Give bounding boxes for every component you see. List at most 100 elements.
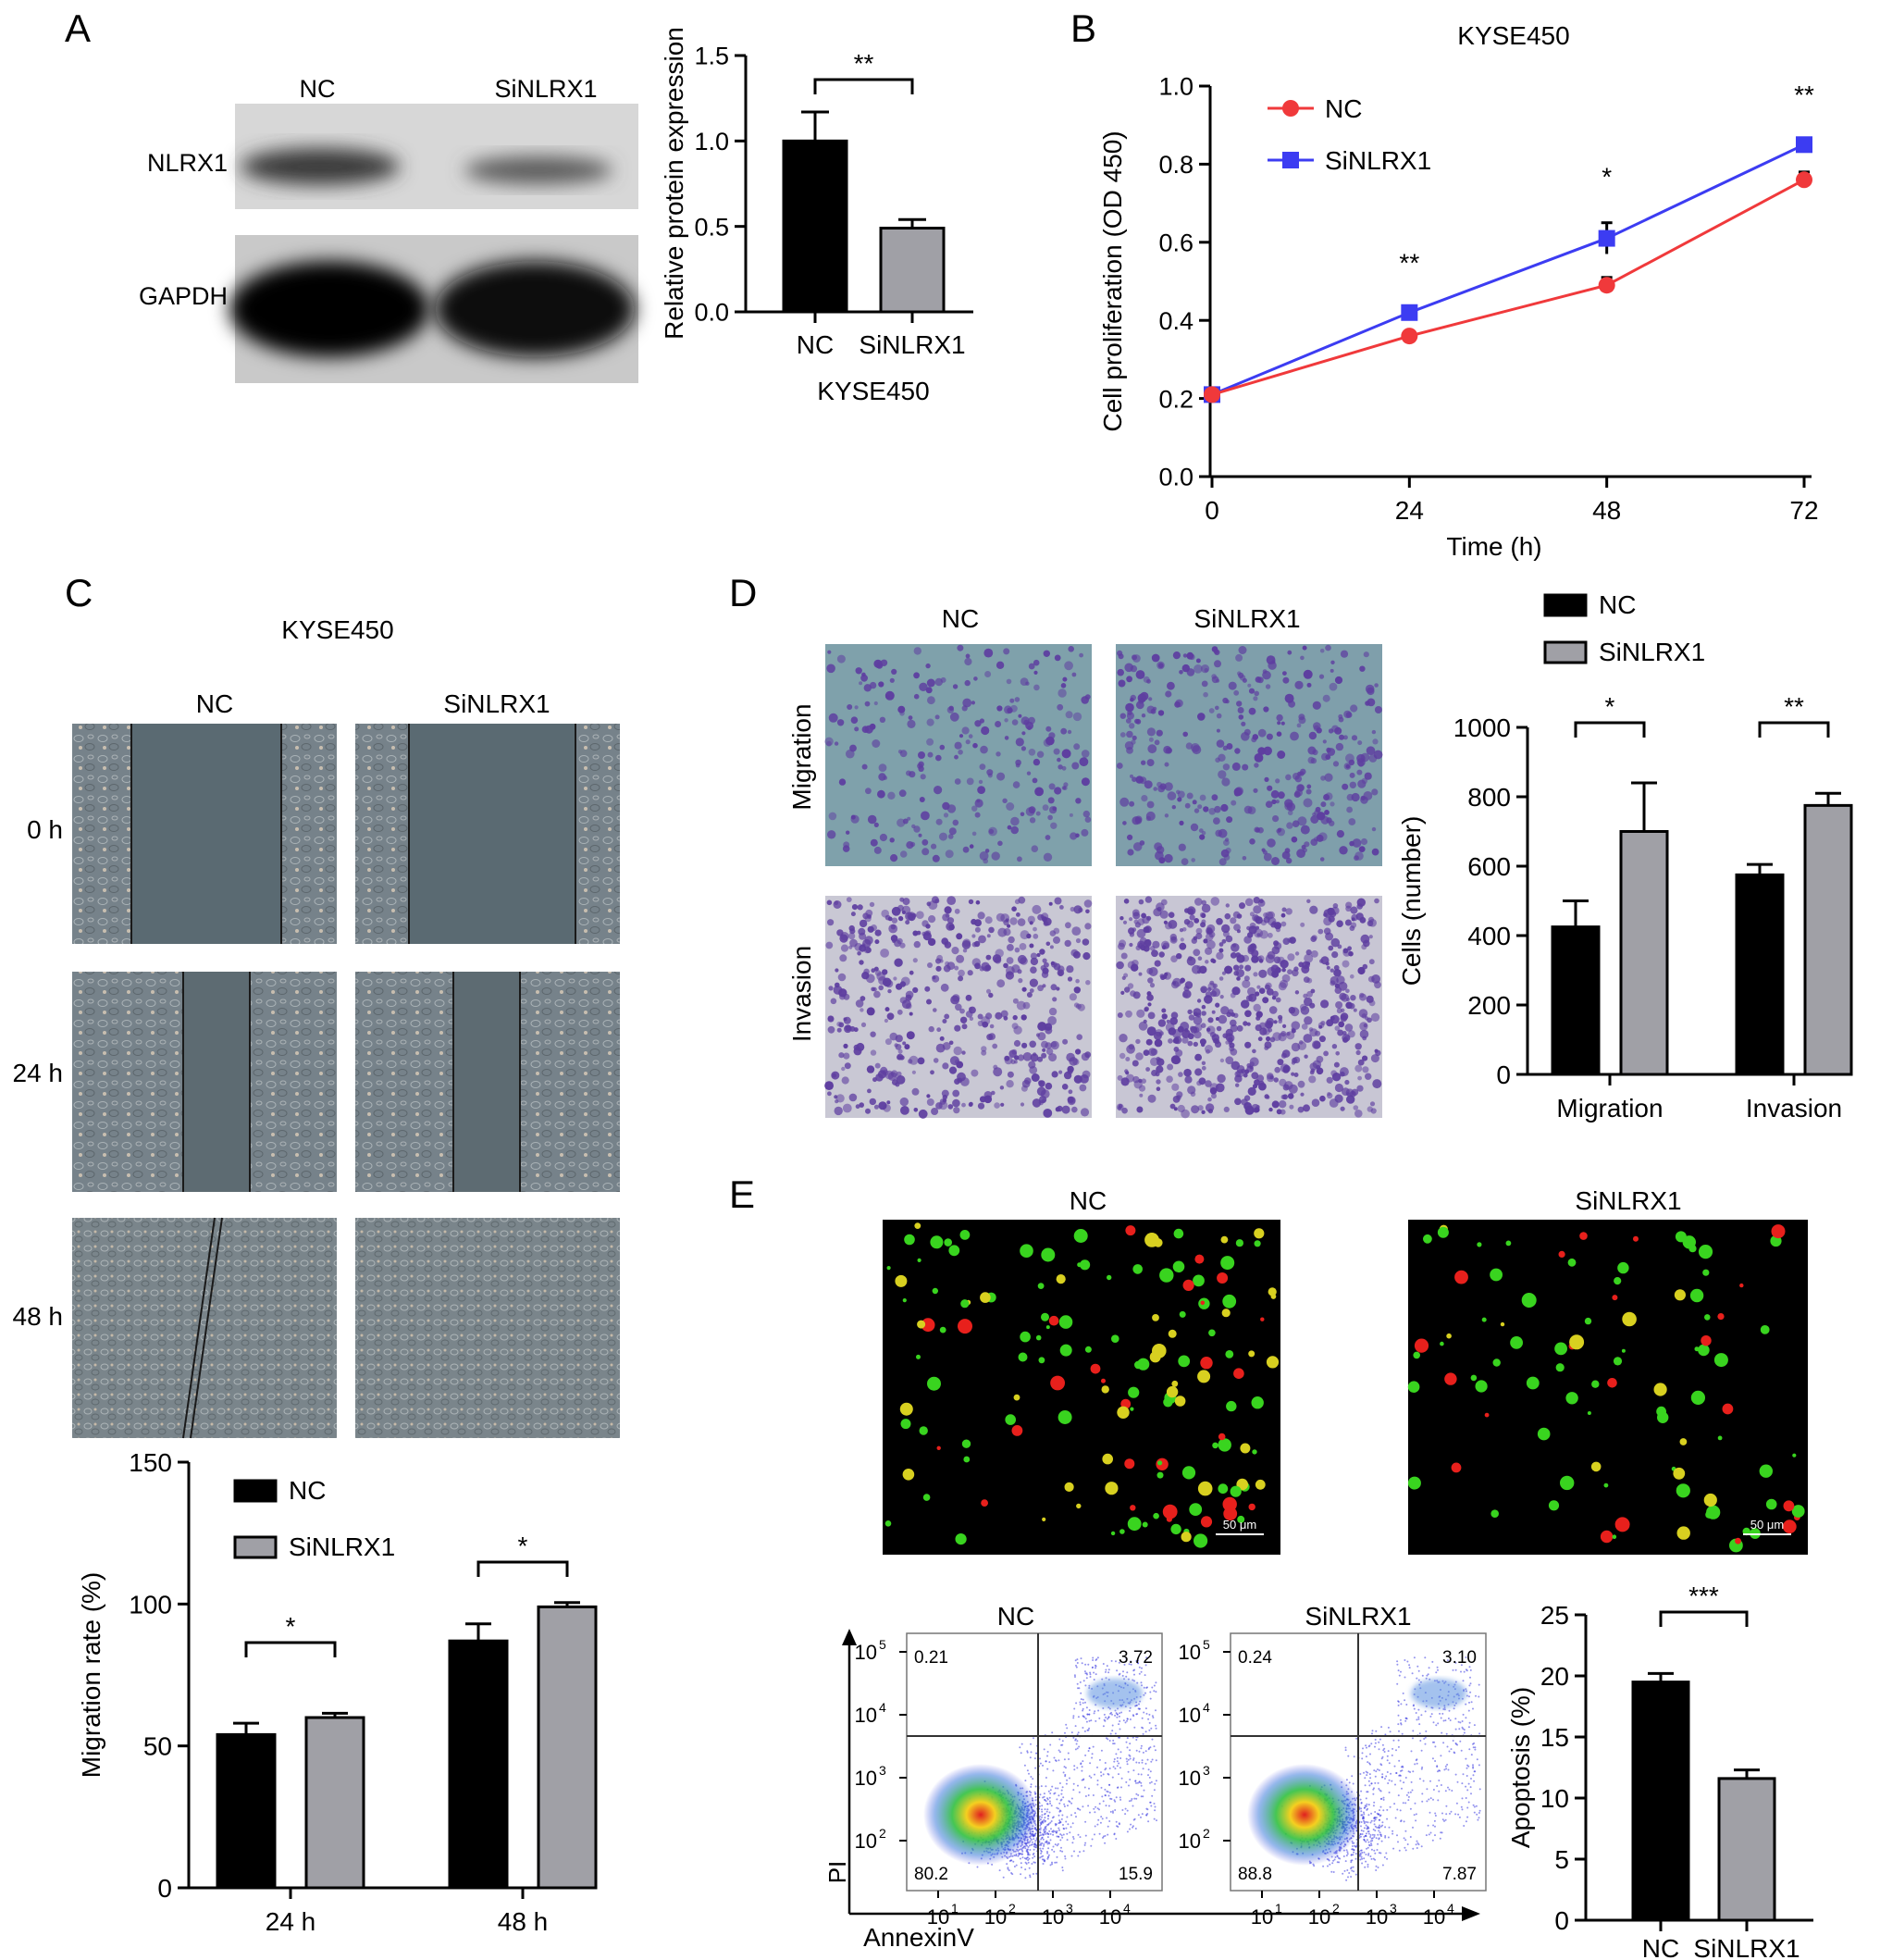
stained-cell: [1186, 906, 1196, 915]
flow-event: [1436, 1666, 1439, 1668]
stained-cell: [1151, 1070, 1158, 1076]
flow-event: [1084, 1663, 1087, 1666]
fluorescent-cell: [1179, 1310, 1186, 1318]
stained-cell: [1007, 1071, 1014, 1078]
stained-cell: [1028, 806, 1036, 814]
stained-cell: [1364, 772, 1372, 780]
flow-event: [1393, 1803, 1396, 1805]
flow-event: [1043, 1859, 1045, 1862]
stained-cell: [1211, 794, 1218, 801]
stained-cell: [1179, 942, 1187, 950]
fluorescent-cell: [981, 1499, 988, 1507]
stained-cell: [1081, 1052, 1090, 1061]
stained-cell: [874, 939, 880, 945]
fluorescent-cell: [1492, 1358, 1501, 1367]
stained-cell: [1053, 936, 1060, 944]
flow-event: [1379, 1805, 1382, 1808]
stained-cell: [1339, 734, 1344, 740]
flow-event: [1096, 1780, 1099, 1781]
flow-event: [1084, 1834, 1087, 1837]
flow-event: [1092, 1656, 1095, 1659]
stained-cell: [1205, 1080, 1212, 1087]
stained-cell: [1165, 747, 1172, 754]
stained-cell: [1068, 646, 1074, 652]
flow-event: [1083, 1716, 1086, 1718]
flow-event: [1079, 1851, 1081, 1854]
fluorescent-cell: [884, 1520, 892, 1527]
flow-event: [1381, 1743, 1384, 1746]
flow-event: [1416, 1840, 1418, 1842]
flow-event: [1105, 1794, 1107, 1797]
flow-event: [1344, 1749, 1347, 1752]
flow-event: [1143, 1686, 1145, 1689]
stained-cell: [871, 924, 877, 931]
fluorescent-cell: [1252, 1449, 1257, 1455]
flow-event: [1118, 1715, 1120, 1718]
flow-event: [1026, 1751, 1029, 1754]
stained-cell: [931, 843, 937, 850]
stained-cell: [1351, 913, 1358, 922]
flow-event: [1460, 1749, 1463, 1752]
stained-cell: [1013, 1060, 1018, 1064]
stained-cell: [1294, 775, 1303, 783]
stained-cell: [1148, 697, 1153, 701]
flow-event: [1378, 1748, 1380, 1751]
flow-event: [1443, 1768, 1446, 1771]
flow-event: [1369, 1834, 1372, 1836]
stained-cell: [920, 774, 926, 780]
stained-cell: [1340, 1012, 1349, 1021]
flow-event: [1034, 1752, 1037, 1755]
flow-event: [1111, 1724, 1114, 1727]
stained-cell: [1042, 1048, 1046, 1052]
stained-cell: [1369, 1101, 1376, 1107]
stained-cell: [1301, 844, 1306, 850]
stained-cell: [1300, 1092, 1305, 1097]
stained-cell: [1206, 939, 1216, 949]
stained-cell: [1007, 944, 1014, 951]
stained-cell: [1305, 949, 1312, 956]
chart-b-x-tick-label: 48: [1592, 496, 1621, 525]
stained-cell: [1248, 688, 1255, 694]
flow-event: [1136, 1781, 1139, 1784]
stained-cell: [1154, 739, 1160, 746]
stained-cell: [1293, 1073, 1299, 1077]
stained-cell: [1193, 1015, 1203, 1025]
stained-cell: [1348, 1002, 1355, 1010]
stained-cell: [1125, 1057, 1131, 1061]
stained-cell: [947, 834, 954, 839]
stained-cell: [1028, 663, 1035, 670]
flow-event: [1140, 1816, 1142, 1818]
flow-event: [1141, 1684, 1143, 1687]
flow-event: [1365, 1744, 1367, 1747]
stained-cell: [1370, 1012, 1380, 1023]
stained-cell: [1047, 814, 1053, 821]
flow-event: [1452, 1740, 1454, 1742]
fluorescent-cell: [1038, 1357, 1045, 1364]
fluorescent-cell: [1451, 1462, 1462, 1473]
stained-cell: [1287, 810, 1293, 816]
stained-cell: [917, 1057, 925, 1065]
stained-cell: [897, 750, 903, 754]
flow-event: [1150, 1727, 1153, 1730]
stained-cell: [1244, 1010, 1252, 1018]
flow-event: [1093, 1671, 1095, 1674]
flow-event: [1360, 1790, 1363, 1793]
stained-cell: [1200, 1023, 1206, 1028]
flow-event: [1149, 1801, 1152, 1804]
stained-cell: [854, 726, 860, 732]
flow-event: [1153, 1803, 1156, 1805]
stained-cell: [1135, 670, 1145, 679]
stained-cell: [1075, 978, 1080, 984]
stained-cell: [1243, 1095, 1251, 1101]
flow-event: [1346, 1869, 1349, 1871]
stained-cell: [1241, 999, 1250, 1009]
stained-cell: [986, 934, 991, 938]
stained-cell: [864, 725, 873, 734]
stained-cell: [871, 986, 875, 992]
flow-event: [1090, 1776, 1093, 1779]
stained-cell: [1339, 846, 1348, 855]
stained-cell: [1118, 653, 1124, 660]
stained-cell: [843, 841, 850, 849]
stained-cell: [962, 846, 970, 853]
stained-cell: [1084, 923, 1092, 930]
